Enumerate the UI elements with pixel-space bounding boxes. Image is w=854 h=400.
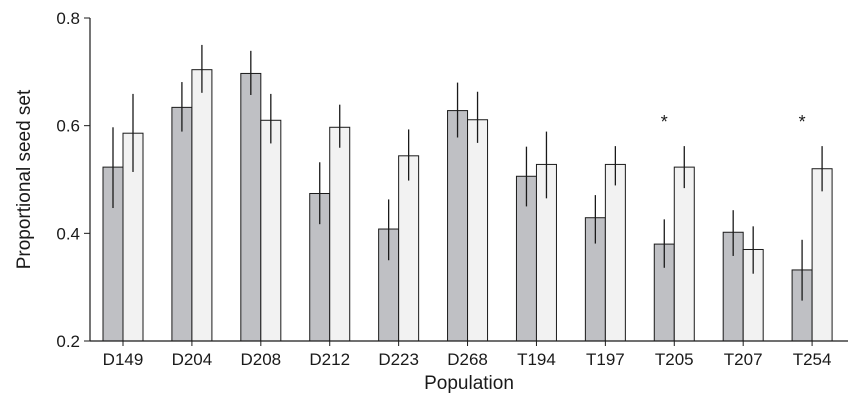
bar-D204-series-1 — [171, 106, 193, 342]
x-tick-label-T207: T207 — [724, 350, 763, 369]
bar-D212-series-2 — [329, 126, 351, 342]
bar-D268-series-2 — [467, 119, 489, 342]
x-tick-label-D204: D204 — [172, 350, 213, 369]
significance-marker-T205: * — [661, 112, 668, 132]
bar-D223-series-2 — [398, 155, 420, 342]
bar-T197-series-2 — [604, 163, 626, 342]
x-tick-label-D223: D223 — [378, 350, 419, 369]
bar-D268-series-1 — [447, 110, 469, 342]
x-tick-label-D149: D149 — [103, 350, 144, 369]
bar-D208-series-2 — [260, 119, 282, 342]
significance-marker-T254: * — [799, 112, 806, 132]
x-axis-title: Population — [424, 373, 514, 394]
y-axis-title: Proportional seed set — [14, 89, 35, 269]
x-tick-label-D208: D208 — [240, 350, 281, 369]
x-tick-label-T254: T254 — [793, 350, 832, 369]
bars-layer — [102, 69, 833, 342]
bar-T254-series-2 — [811, 168, 833, 342]
axes-layer — [84, 17, 848, 346]
y-tick-label-0.6: 0.6 — [56, 117, 80, 136]
y-tick-label-0.2: 0.2 — [56, 332, 80, 351]
x-tick-label-T194: T194 — [517, 350, 556, 369]
bar-D204-series-2 — [191, 69, 213, 342]
error-bars-layer — [112, 44, 823, 301]
x-tick-label-D268: D268 — [447, 350, 488, 369]
x-tick-label-T197: T197 — [586, 350, 625, 369]
x-tick-label-D212: D212 — [309, 350, 350, 369]
x-tick-label-T205: T205 — [655, 350, 694, 369]
bar-D208-series-1 — [240, 72, 262, 342]
bar-T205-series-2 — [673, 166, 695, 342]
y-tick-label-0.4: 0.4 — [56, 224, 80, 243]
labels-layer: D149 D204 D208 D212 D223 D268 T194 T197 T205 T207… — [56, 9, 831, 369]
y-tick-label-0.8: 0.8 — [56, 9, 80, 28]
